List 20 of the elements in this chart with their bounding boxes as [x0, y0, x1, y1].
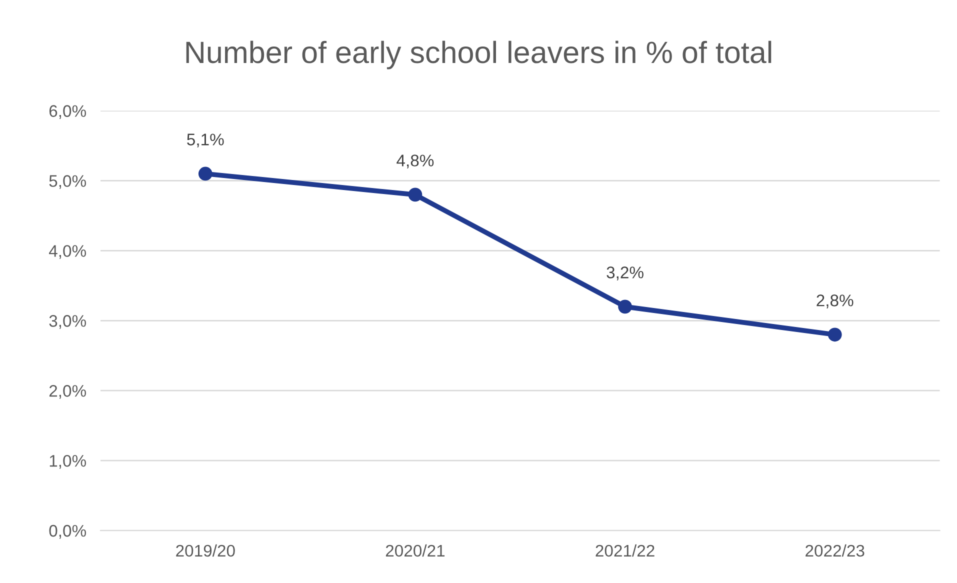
- x-tick-label: 2019/20: [176, 544, 235, 557]
- y-tick-label: 4,0%: [48, 245, 86, 259]
- chart-title: Number of early school leavers in % of total: [186, 40, 772, 70]
- x-tick-label: 2022/23: [806, 544, 864, 557]
- data-label: 2,8%: [816, 294, 854, 308]
- point: [198, 166, 212, 181]
- y-tick-label: 6,0%: [49, 105, 86, 119]
- y-tick-label: 1,0%: [50, 454, 86, 469]
- x-tick-label: 2021/22: [596, 544, 654, 557]
- y-tick-label: 2,0%: [49, 385, 86, 399]
- x-tick-label: 2020/21: [386, 544, 445, 557]
- point: [828, 328, 842, 342]
- point: [408, 188, 422, 202]
- data-label: 4,8%: [396, 154, 434, 168]
- y-tick-label: 5,0%: [49, 175, 86, 189]
- data-label: 3,2%: [606, 266, 644, 280]
- y-tick-label: 3,0%: [49, 315, 86, 329]
- point: [618, 300, 632, 314]
- y-tick-label: 0,0%: [49, 524, 86, 539]
- data-label: 5,1%: [187, 134, 224, 148]
